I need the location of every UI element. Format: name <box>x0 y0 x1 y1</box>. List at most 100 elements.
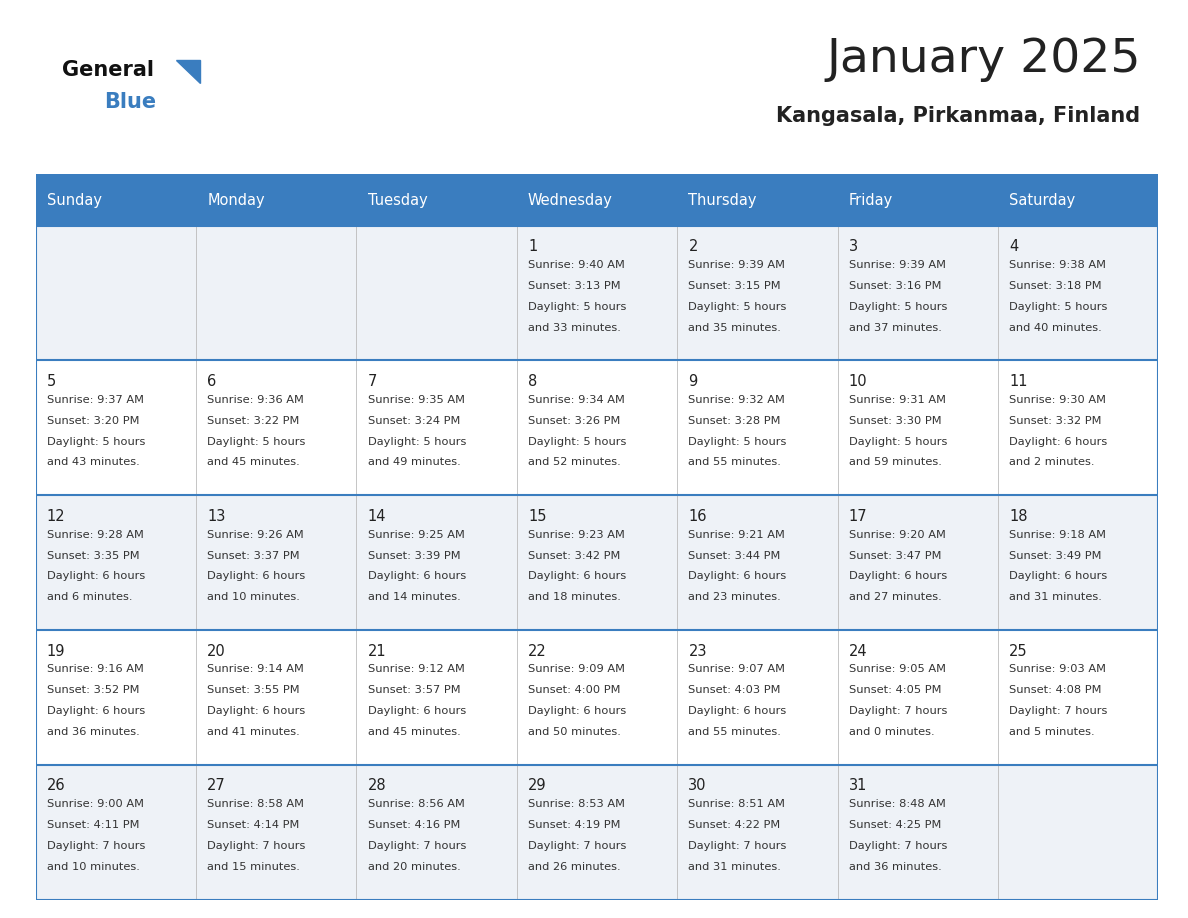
Text: 9: 9 <box>688 374 697 389</box>
Text: Sunrise: 9:26 AM: Sunrise: 9:26 AM <box>207 530 304 540</box>
Bar <box>517 630 677 765</box>
Text: Daylight: 7 hours: Daylight: 7 hours <box>848 706 947 716</box>
Text: 29: 29 <box>527 778 546 793</box>
Text: Daylight: 5 hours: Daylight: 5 hours <box>527 302 626 312</box>
Text: 8: 8 <box>527 374 537 389</box>
Text: Monday: Monday <box>207 193 265 207</box>
Text: Sunset: 3:39 PM: Sunset: 3:39 PM <box>367 551 460 561</box>
Text: and 26 minutes.: and 26 minutes. <box>527 862 620 872</box>
Text: Daylight: 7 hours: Daylight: 7 hours <box>848 841 947 851</box>
Text: Sunset: 4:25 PM: Sunset: 4:25 PM <box>848 820 941 830</box>
Bar <box>517 765 677 900</box>
Bar <box>356 630 517 765</box>
Text: 28: 28 <box>367 778 386 793</box>
Text: and 10 minutes.: and 10 minutes. <box>207 592 301 602</box>
Text: Sunrise: 9:25 AM: Sunrise: 9:25 AM <box>367 530 465 540</box>
Bar <box>677 361 838 495</box>
Text: and 10 minutes.: and 10 minutes. <box>46 862 140 872</box>
Bar <box>36 765 196 900</box>
Text: Sunset: 3:52 PM: Sunset: 3:52 PM <box>46 686 139 695</box>
Text: Daylight: 5 hours: Daylight: 5 hours <box>848 437 947 446</box>
Text: Sunrise: 9:14 AM: Sunrise: 9:14 AM <box>207 665 304 675</box>
Text: and 43 minutes.: and 43 minutes. <box>46 457 140 467</box>
Bar <box>517 495 677 630</box>
Text: Sunrise: 8:51 AM: Sunrise: 8:51 AM <box>688 800 785 809</box>
Text: 10: 10 <box>848 374 867 389</box>
Text: Daylight: 7 hours: Daylight: 7 hours <box>367 841 466 851</box>
Text: Daylight: 7 hours: Daylight: 7 hours <box>527 841 626 851</box>
Text: Friday: Friday <box>848 193 893 207</box>
Text: and 45 minutes.: and 45 minutes. <box>367 727 461 737</box>
Text: and 59 minutes.: and 59 minutes. <box>848 457 942 467</box>
Bar <box>36 226 196 361</box>
Text: 6: 6 <box>207 374 216 389</box>
Bar <box>998 226 1158 361</box>
Text: Sunrise: 9:18 AM: Sunrise: 9:18 AM <box>1009 530 1106 540</box>
Text: Sunset: 3:32 PM: Sunset: 3:32 PM <box>1009 416 1101 426</box>
Text: Sunrise: 9:28 AM: Sunrise: 9:28 AM <box>46 530 144 540</box>
Bar <box>356 361 517 495</box>
Text: Sunset: 3:13 PM: Sunset: 3:13 PM <box>527 281 620 291</box>
Text: Sunset: 3:20 PM: Sunset: 3:20 PM <box>46 416 139 426</box>
Text: 26: 26 <box>46 778 65 793</box>
Text: Sunrise: 9:32 AM: Sunrise: 9:32 AM <box>688 395 785 405</box>
Text: Sunset: 4:00 PM: Sunset: 4:00 PM <box>527 686 620 695</box>
Bar <box>356 495 517 630</box>
Text: Sunset: 4:11 PM: Sunset: 4:11 PM <box>46 820 139 830</box>
Bar <box>838 630 998 765</box>
Text: 21: 21 <box>367 644 386 658</box>
Text: Wednesday: Wednesday <box>527 193 613 207</box>
Text: 2: 2 <box>688 239 697 254</box>
Bar <box>356 226 517 361</box>
Bar <box>517 226 677 361</box>
Text: Sunset: 4:22 PM: Sunset: 4:22 PM <box>688 820 781 830</box>
Text: Sunrise: 9:31 AM: Sunrise: 9:31 AM <box>848 395 946 405</box>
Text: Sunday: Sunday <box>46 193 102 207</box>
Text: Daylight: 5 hours: Daylight: 5 hours <box>527 437 626 446</box>
Text: and 14 minutes.: and 14 minutes. <box>367 592 461 602</box>
Bar <box>838 226 998 361</box>
Text: Sunset: 4:19 PM: Sunset: 4:19 PM <box>527 820 620 830</box>
Text: Sunset: 3:37 PM: Sunset: 3:37 PM <box>207 551 299 561</box>
Text: Sunset: 4:16 PM: Sunset: 4:16 PM <box>367 820 460 830</box>
Text: 20: 20 <box>207 644 226 658</box>
Text: and 33 minutes.: and 33 minutes. <box>527 323 621 332</box>
Text: and 40 minutes.: and 40 minutes. <box>1009 323 1102 332</box>
Text: Daylight: 5 hours: Daylight: 5 hours <box>1009 302 1107 312</box>
Text: 31: 31 <box>848 778 867 793</box>
Bar <box>677 226 838 361</box>
Text: Daylight: 6 hours: Daylight: 6 hours <box>367 571 466 581</box>
Text: Sunrise: 9:30 AM: Sunrise: 9:30 AM <box>1009 395 1106 405</box>
Bar <box>36 361 196 495</box>
Text: 3: 3 <box>848 239 858 254</box>
Text: Daylight: 6 hours: Daylight: 6 hours <box>367 706 466 716</box>
Text: and 55 minutes.: and 55 minutes. <box>688 727 782 737</box>
Bar <box>998 765 1158 900</box>
Text: Sunset: 3:18 PM: Sunset: 3:18 PM <box>1009 281 1101 291</box>
Text: and 20 minutes.: and 20 minutes. <box>367 862 461 872</box>
Bar <box>998 630 1158 765</box>
Text: Sunset: 4:03 PM: Sunset: 4:03 PM <box>688 686 781 695</box>
Bar <box>677 630 838 765</box>
Text: Sunrise: 9:39 AM: Sunrise: 9:39 AM <box>688 260 785 270</box>
Text: 15: 15 <box>527 509 546 524</box>
Text: Daylight: 6 hours: Daylight: 6 hours <box>527 571 626 581</box>
Text: Sunset: 3:28 PM: Sunset: 3:28 PM <box>688 416 781 426</box>
Text: and 23 minutes.: and 23 minutes. <box>688 592 782 602</box>
Text: and 36 minutes.: and 36 minutes. <box>46 727 140 737</box>
Text: 17: 17 <box>848 509 867 524</box>
Text: and 27 minutes.: and 27 minutes. <box>848 592 942 602</box>
Text: Saturday: Saturday <box>1009 193 1075 207</box>
Text: Sunrise: 9:38 AM: Sunrise: 9:38 AM <box>1009 260 1106 270</box>
Text: Sunrise: 9:12 AM: Sunrise: 9:12 AM <box>367 665 465 675</box>
Text: and 41 minutes.: and 41 minutes. <box>207 727 301 737</box>
Text: 13: 13 <box>207 509 226 524</box>
Text: 24: 24 <box>848 644 867 658</box>
Text: and 45 minutes.: and 45 minutes. <box>207 457 301 467</box>
Text: Daylight: 6 hours: Daylight: 6 hours <box>688 571 786 581</box>
Bar <box>356 765 517 900</box>
Text: General: General <box>62 60 153 80</box>
Text: Sunset: 4:14 PM: Sunset: 4:14 PM <box>207 820 299 830</box>
Text: Daylight: 6 hours: Daylight: 6 hours <box>1009 437 1107 446</box>
Text: Daylight: 7 hours: Daylight: 7 hours <box>1009 706 1107 716</box>
